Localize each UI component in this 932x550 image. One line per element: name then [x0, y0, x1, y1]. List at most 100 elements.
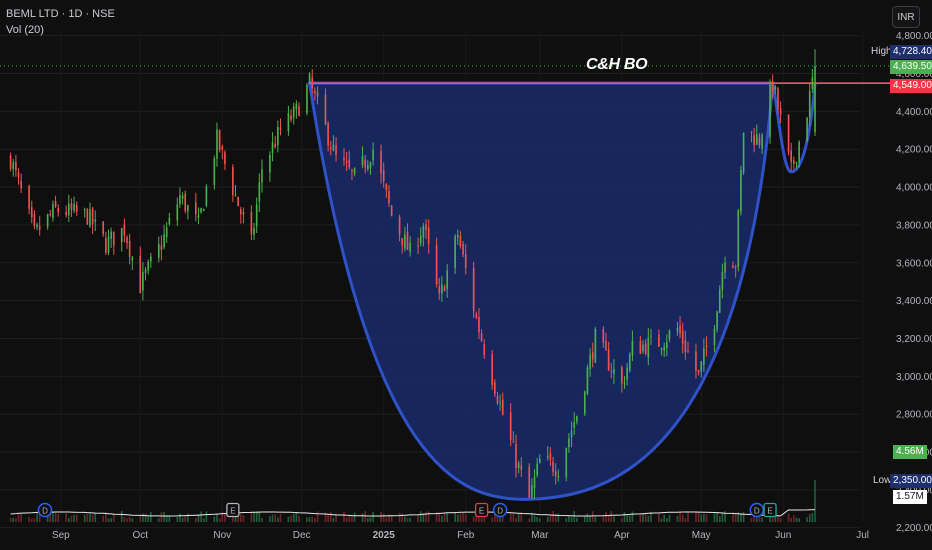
volume-bar	[306, 517, 308, 522]
candle-body	[515, 443, 517, 469]
candle-body	[623, 383, 626, 385]
symbol-title[interactable]: BEML LTD · 1D · NSE	[6, 8, 115, 20]
candle-body	[372, 149, 374, 161]
pattern-annotation: C&H BO	[586, 56, 648, 73]
candle-body	[546, 456, 549, 458]
volume-bar	[515, 517, 517, 522]
candle-body	[255, 204, 258, 227]
volume-bar	[224, 513, 226, 522]
event-marker-text: D	[42, 506, 48, 515]
volume-bar	[602, 516, 605, 522]
volume-ma-tag: 1.57M	[893, 490, 927, 504]
candle-body	[650, 335, 652, 337]
volume-bar	[811, 513, 814, 522]
volume-indicator-label[interactable]: Vol (20)	[6, 24, 44, 36]
candle-body	[89, 209, 91, 227]
cup-and-handle-pattern	[307, 81, 890, 501]
candle-body	[17, 172, 20, 178]
volume-bar	[499, 515, 501, 522]
candle-body	[806, 117, 808, 142]
candle-body	[179, 195, 181, 205]
volume-bar	[324, 512, 327, 522]
candle-body	[509, 412, 512, 440]
time-tick-label: Sep	[52, 530, 70, 541]
volume-bar	[676, 515, 679, 522]
candle-body	[120, 228, 123, 243]
cup-shape	[307, 81, 775, 501]
volume-bar	[73, 514, 75, 522]
candle-body	[73, 203, 75, 211]
volume-bar	[798, 518, 800, 522]
candle-body	[327, 123, 329, 146]
volume-bar	[20, 513, 22, 522]
volume-bar	[335, 513, 337, 522]
earnings-marker-icon	[474, 502, 489, 518]
volume-bar	[700, 514, 703, 522]
volume-bar	[583, 516, 586, 522]
candle-body	[517, 463, 520, 468]
handle-shape	[771, 82, 817, 174]
candle-body	[139, 255, 142, 294]
candle-body	[533, 476, 536, 489]
candle-body	[557, 475, 560, 478]
volume-bar	[478, 512, 480, 522]
candle-body	[734, 266, 737, 268]
volume-bar	[187, 513, 189, 522]
candle-body	[33, 214, 36, 226]
volume-bar	[787, 513, 790, 522]
candle-body	[224, 152, 226, 164]
candle-body	[628, 354, 631, 371]
candle-body	[718, 289, 721, 313]
candle-body	[110, 231, 112, 239]
candle-body	[91, 208, 94, 225]
candle-body	[232, 167, 234, 196]
candle-body	[478, 317, 480, 333]
candle-body	[398, 216, 401, 235]
candle-body	[202, 209, 205, 212]
candle-body	[83, 208, 86, 210]
volume-bar	[28, 516, 30, 522]
candle-body	[554, 471, 557, 476]
candle-body	[531, 484, 533, 498]
volume-bar	[631, 511, 634, 522]
time-tick-label: Nov	[213, 530, 231, 541]
volume-bar	[316, 511, 319, 522]
candle-body	[716, 311, 718, 330]
candle-body	[512, 441, 515, 443]
time-axis[interactable]: Sep Oct Nov Dec 2025 Feb Mar Apr May Jun Jul	[52, 530, 869, 541]
volume-bar	[716, 512, 718, 522]
volume-bar	[12, 517, 15, 522]
candle-body	[761, 134, 763, 149]
volume-bar	[644, 513, 647, 522]
candle-body	[724, 262, 726, 273]
volume-bar	[570, 516, 573, 522]
price-tick-label: 4,000.00	[896, 183, 932, 194]
volume-bar	[666, 518, 668, 522]
candle-body	[814, 66, 816, 133]
volume-bar	[501, 511, 504, 522]
candle-body	[311, 77, 314, 89]
candle-body	[67, 203, 70, 216]
volume-bar	[258, 511, 261, 522]
candle-body	[549, 453, 552, 460]
volume-bar	[52, 511, 54, 522]
volume-bar	[509, 513, 512, 522]
candle-body	[441, 284, 443, 294]
price-tick-label: 4,800.00	[896, 31, 932, 42]
candle-body	[771, 81, 774, 91]
volume-bar	[565, 518, 568, 522]
time-tick-label: Oct	[132, 530, 148, 541]
candle-body	[65, 211, 67, 216]
candle-body	[475, 313, 478, 319]
candle-body	[20, 180, 22, 189]
currency-button[interactable]: INR	[892, 6, 920, 28]
candle-body	[15, 161, 17, 171]
price-tick-label: 3,400.00	[896, 296, 932, 307]
volume-bar	[168, 515, 171, 522]
volume-bar	[808, 514, 811, 522]
volume-bar	[660, 518, 663, 522]
candle-body	[536, 463, 538, 476]
volume-bar	[737, 512, 740, 522]
volume-bar	[102, 515, 105, 522]
